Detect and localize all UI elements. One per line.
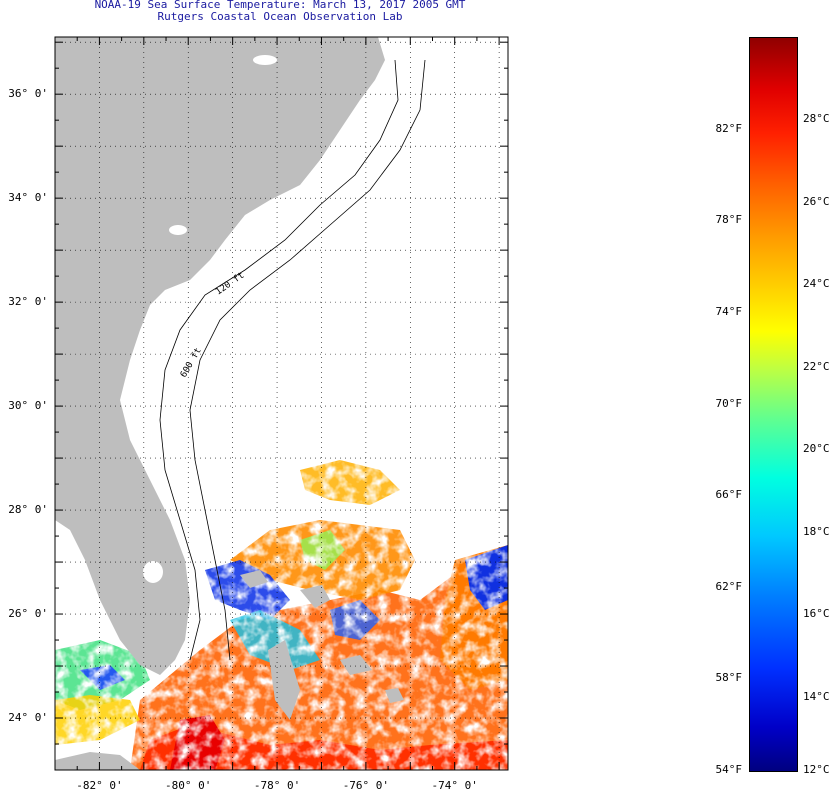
isobath-600ft xyxy=(189,59,426,661)
longitude-label: -80° 0' xyxy=(165,779,212,792)
inland-lake xyxy=(169,225,187,235)
colorbar-label-f: 74°F xyxy=(715,304,743,318)
latitude-label: 24° 0' xyxy=(8,711,48,724)
map-border xyxy=(54,36,509,771)
colorbar-label-c: 24°C xyxy=(803,277,830,291)
land-us-southeast xyxy=(55,37,385,675)
latitude-label: 30° 0' xyxy=(8,399,48,413)
longitude-label: -82° 0' xyxy=(76,779,123,792)
inland-lake xyxy=(253,55,277,65)
colorbar-label-c: 28°C xyxy=(803,112,830,126)
map-grid xyxy=(55,37,508,770)
latitude-label: 26° 0' xyxy=(8,607,48,621)
colorbar-label-c: 26°C xyxy=(803,194,830,208)
longitude-label: -76° 0' xyxy=(342,779,390,792)
latitude-label: 28° 0' xyxy=(8,503,48,517)
isobath-120ft xyxy=(159,59,399,661)
colorbar-label-f: 62°F xyxy=(715,579,743,593)
map-title: NOAA-19 Sea Surface Temperature: March 1… xyxy=(94,0,466,11)
map-subtitle: Rutgers Coastal Ocean Observation Lab xyxy=(157,10,403,23)
colorbar-label-f: 58°F xyxy=(715,671,743,685)
latitude-label: 34° 0' xyxy=(8,191,48,205)
latitude-label: 36° 0' xyxy=(8,87,48,101)
colorbar-label-c: 18°C xyxy=(803,524,830,538)
colorbar-label-c: 12°C xyxy=(803,763,830,776)
lake-okeechobee xyxy=(143,561,163,583)
colorbar-label-f: 66°F xyxy=(715,488,743,502)
colorbar-label-c: 14°C xyxy=(803,689,830,703)
map-ticks xyxy=(55,37,508,770)
colorbar-label-f: 78°F xyxy=(715,213,743,227)
colorbar-label-f: 82°F xyxy=(715,121,743,135)
colorbar-label-f: 54°F xyxy=(715,763,743,776)
land-cuba xyxy=(55,752,140,770)
latitude-label: 32° 0' xyxy=(8,295,48,309)
colorbar-label-c: 16°C xyxy=(803,607,830,621)
colorbar-label-f: 70°F xyxy=(715,396,743,410)
longitude-label: -78° 0' xyxy=(253,779,301,792)
colorbar-label-c: 20°C xyxy=(803,442,830,456)
land-bahamas xyxy=(240,570,404,720)
colorbar-label-c: 22°C xyxy=(803,359,830,373)
longitude-label: -74° 0' xyxy=(431,779,478,792)
temperature-colorbar xyxy=(749,37,798,772)
